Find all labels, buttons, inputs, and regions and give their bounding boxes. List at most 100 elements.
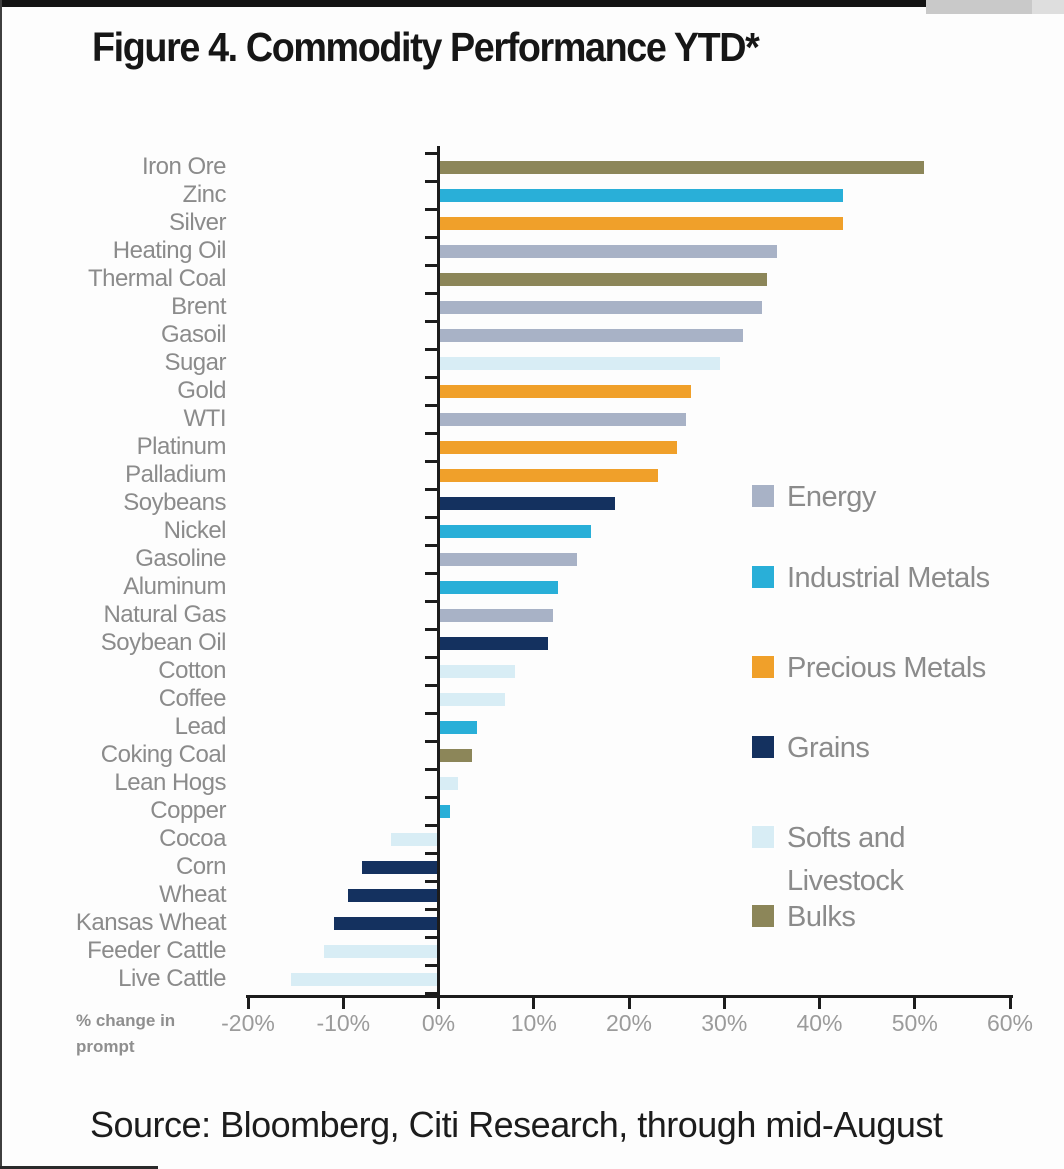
x-axis-tick	[246, 997, 250, 1009]
bar	[438, 272, 768, 286]
legend-item: Industrial Metals	[752, 557, 999, 600]
zero-axis-line	[437, 146, 440, 998]
y-axis-tick	[425, 851, 438, 855]
bar	[438, 496, 615, 510]
bar	[438, 468, 658, 482]
y-axis-tick	[425, 991, 438, 995]
category-label: Live Cattle	[118, 965, 226, 992]
category-label: Soybeans	[123, 489, 226, 516]
legend-swatch	[752, 905, 774, 927]
bottom-edge-bar	[0, 1166, 158, 1169]
category-label: Aluminum	[123, 573, 226, 600]
y-axis-tick	[425, 739, 438, 743]
bar	[438, 636, 548, 650]
category-label: Silver	[168, 209, 227, 236]
legend-label: Softs and Livestock	[787, 822, 906, 897]
left-edge-bar	[0, 0, 2, 1169]
y-axis-labels: Iron Ore Zinc Silver Heating Oil Thermal Coa…	[28, 153, 227, 993]
category-label: Coffee	[158, 685, 227, 712]
bar	[438, 608, 553, 622]
bar	[438, 384, 691, 398]
category-label: Lean Hogs	[114, 769, 226, 796]
top-edge-gray-bar	[926, 0, 1064, 14]
category-label: Feeder Cattle	[87, 937, 226, 964]
x-axis-tick	[913, 997, 917, 1009]
bar	[438, 216, 844, 230]
category-label: Zinc	[182, 181, 227, 208]
bar	[438, 160, 925, 174]
x-axis-tick	[627, 997, 631, 1009]
x-axis-tick-label: -10%	[316, 1010, 371, 1036]
y-axis-tick	[425, 795, 438, 799]
category-label: Palladium	[125, 461, 226, 488]
bar	[438, 440, 677, 454]
y-axis-tick	[425, 151, 438, 155]
bar	[438, 188, 844, 202]
y-axis-tick	[425, 431, 438, 435]
y-axis-tick	[425, 515, 438, 519]
x-axis-tick-label: 10%	[510, 1010, 557, 1036]
legend-swatch	[752, 826, 774, 848]
y-axis-tick	[425, 375, 438, 379]
bar	[390, 832, 439, 846]
legend-label: Bulks	[787, 901, 856, 933]
category-label: Coking Coal	[100, 741, 227, 768]
bar	[438, 552, 577, 566]
y-axis-tick	[425, 459, 438, 463]
y-axis-tick	[425, 207, 438, 211]
y-axis-tick	[425, 627, 438, 631]
y-axis-tick	[425, 487, 438, 491]
bar	[438, 776, 458, 790]
legend-item: Precious Metals	[752, 647, 999, 690]
bar	[438, 356, 720, 370]
category-label: Sugar	[164, 349, 226, 376]
x-axis-line	[246, 995, 1013, 998]
y-axis-tick	[425, 235, 438, 239]
bar	[438, 300, 763, 314]
category-label: Brent	[171, 293, 226, 320]
y-axis-tick	[425, 711, 438, 715]
bar	[438, 804, 450, 818]
legend-item: Grains	[752, 727, 999, 770]
category-label: Wheat	[159, 881, 226, 908]
category-label: Iron Ore	[141, 153, 227, 180]
y-axis-tick	[425, 543, 438, 547]
y-axis-tick	[425, 263, 438, 267]
x-axis-tick-label: 60%	[986, 1010, 1034, 1036]
y-axis-tick	[425, 879, 438, 883]
legend-label: Industrial Metals	[787, 562, 990, 594]
category-label: Gasoline	[135, 545, 226, 572]
y-axis-tick	[425, 319, 438, 323]
y-axis-tick	[425, 571, 438, 575]
y-axis-tick	[425, 823, 438, 827]
x-axis-tick	[1008, 997, 1012, 1009]
bar	[438, 412, 687, 426]
x-axis-tick	[437, 997, 440, 1009]
category-label: Platinum	[136, 433, 227, 460]
x-axis-tick-label: 30%	[701, 1010, 748, 1036]
x-axis-tick	[722, 997, 726, 1009]
legend-item: Energy	[752, 476, 999, 519]
y-axis-tick	[425, 347, 438, 351]
legend-label: Grains	[787, 732, 870, 764]
legend-swatch	[752, 566, 774, 588]
bar	[438, 244, 777, 258]
category-label: Copper	[150, 797, 226, 824]
category-label: Lead	[174, 713, 227, 740]
y-axis-tick	[425, 963, 438, 967]
bar	[362, 860, 439, 874]
category-label: Kansas Wheat	[75, 909, 227, 936]
y-axis-tick	[425, 655, 438, 659]
category-label: Cotton	[158, 657, 226, 684]
bar	[348, 888, 439, 902]
bar	[438, 580, 558, 594]
category-label: Nickel	[163, 517, 227, 544]
x-axis-tick-label: -20%	[221, 1010, 275, 1036]
category-label: Cocoa	[159, 825, 226, 852]
x-axis-tick	[532, 997, 536, 1009]
bar	[333, 916, 439, 930]
bar	[438, 692, 506, 706]
category-label: Corn	[175, 853, 227, 880]
category-label: Heating Oil	[112, 237, 227, 264]
category-label: Natural Gas	[103, 601, 226, 628]
